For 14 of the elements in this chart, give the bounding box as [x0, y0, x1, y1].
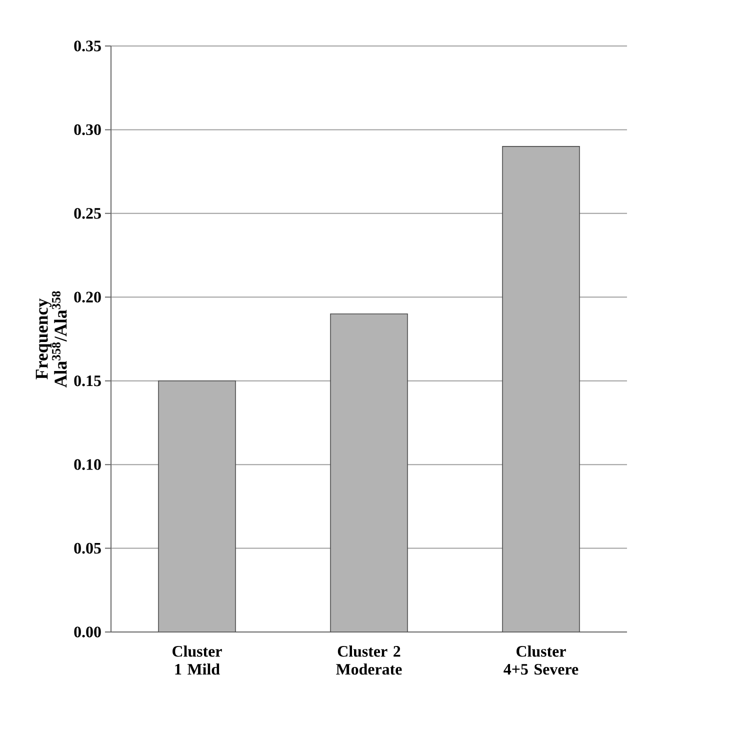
- x-tick-label: Cluster 4+5 Severe: [504, 646, 578, 675]
- y-tick-label: 0.30: [74, 124, 101, 136]
- y-tick-label: 0.20: [74, 292, 101, 303]
- x-tick-label: Cluster 2 Moderate: [336, 646, 402, 675]
- x-tick-label: Cluster 1 Mild: [172, 646, 222, 675]
- y-tick-label: 0.10: [74, 459, 101, 470]
- bar: [330, 313, 408, 632]
- y-tick-label: 0.00: [74, 626, 101, 638]
- y-tick-label: 0.35: [74, 40, 101, 52]
- y-tick-label: 0.05: [74, 542, 101, 554]
- y-tick-label: 0.25: [74, 208, 101, 219]
- bar: [158, 380, 236, 632]
- y-tick-label: 0.15: [74, 375, 101, 386]
- bar: [502, 146, 580, 632]
